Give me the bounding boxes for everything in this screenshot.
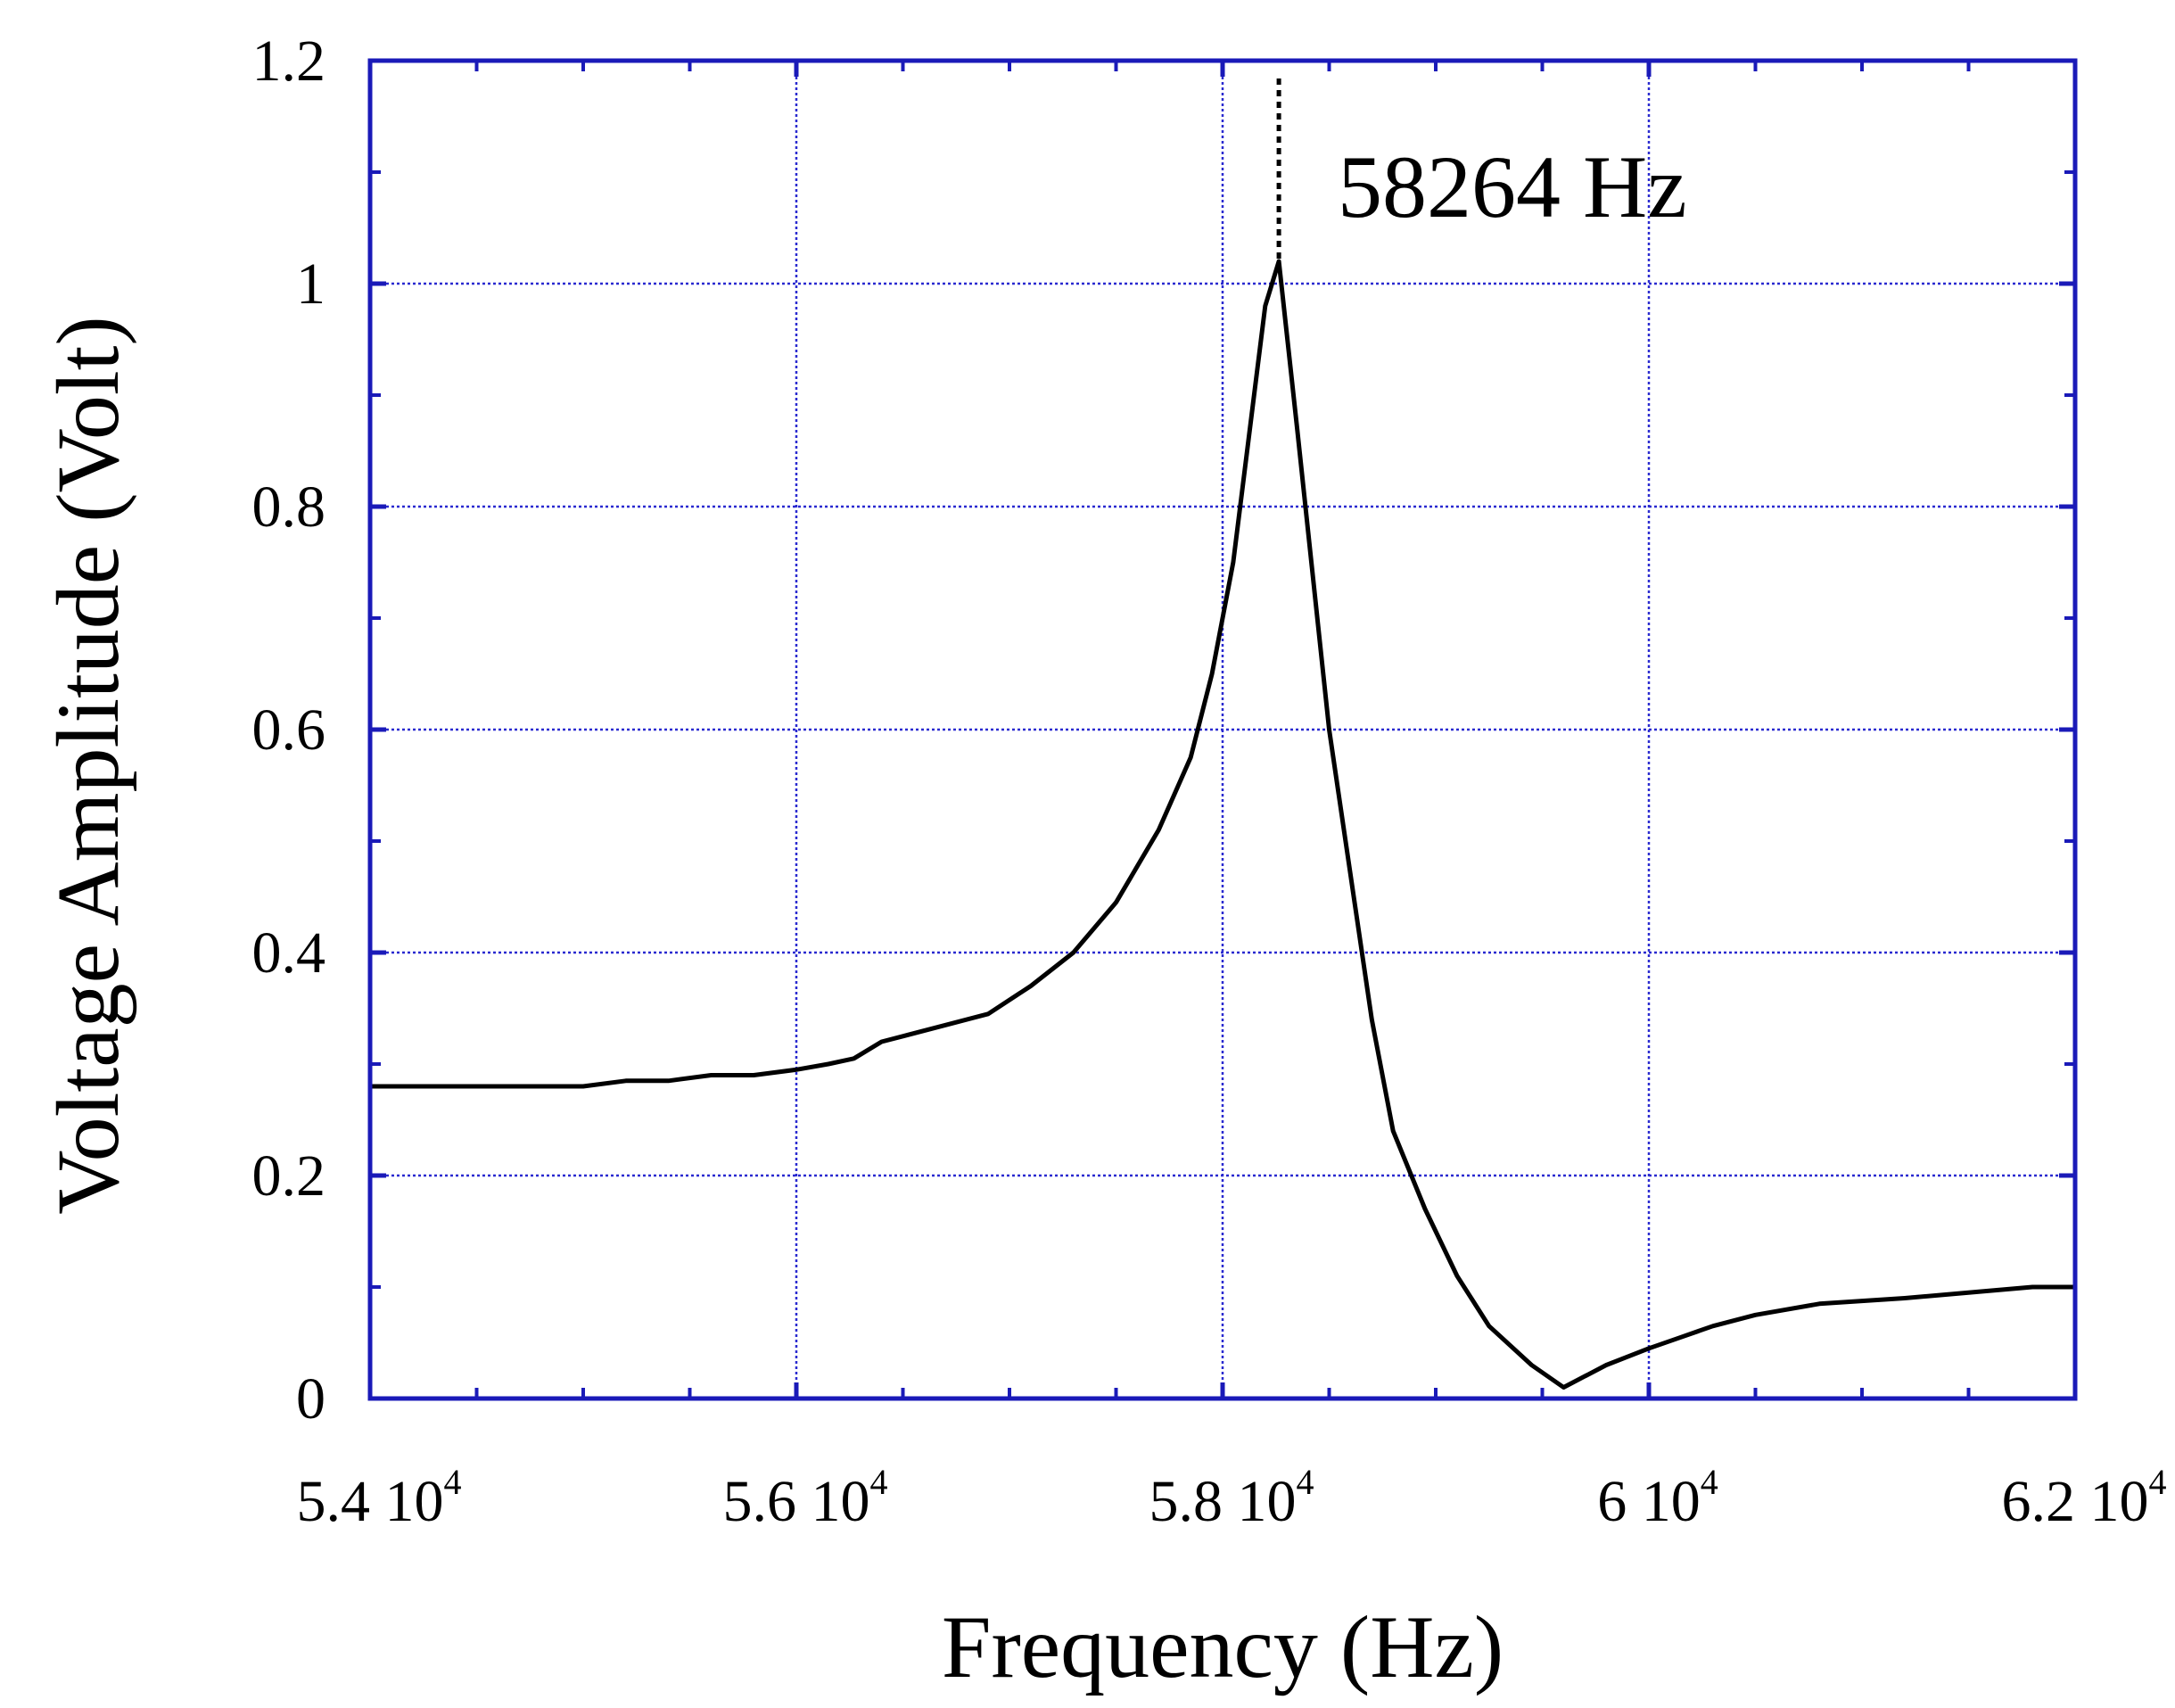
x-tick-labels: 5.4 104 5.6 104 5.8 104 6 104 6.2 104 xyxy=(297,1462,2167,1534)
y-tick-label: 0.8 xyxy=(252,474,326,540)
x-tick-exponent: 4 xyxy=(2149,1462,2167,1502)
x-tick-label: 5.6 104 xyxy=(723,1462,888,1534)
gridlines xyxy=(370,61,2075,1399)
x-axis-title: Frequency (Hz) xyxy=(942,1597,1504,1696)
x-tick-exponent: 4 xyxy=(1701,1462,1718,1502)
x-tick-mantissa: 5.8 10 xyxy=(1149,1469,1297,1534)
x-tick-label: 5.8 104 xyxy=(1149,1462,1314,1534)
series xyxy=(370,259,2075,1390)
y-tick-label: 0.4 xyxy=(252,920,326,986)
x-tick-exponent: 4 xyxy=(444,1462,462,1502)
y-tick-label: 1 xyxy=(296,252,325,317)
x-tick-mantissa: 6 10 xyxy=(1597,1469,1701,1534)
peak-annotation-label: 58264 Hz xyxy=(1338,137,1687,236)
y-axis-title: Voltage Amplitude (Volt) xyxy=(38,316,137,1214)
x-tick-exponent: 4 xyxy=(1297,1462,1314,1502)
x-tick-label: 6.2 104 xyxy=(2002,1462,2167,1534)
y-tick-label: 0.2 xyxy=(252,1143,326,1209)
x-tick-mantissa: 5.4 10 xyxy=(297,1469,444,1534)
y-tick-labels: 0 0.2 0.4 0.6 0.8 1 1.2 xyxy=(252,29,326,1432)
series-line xyxy=(370,259,2075,1390)
y-tick-label: 0.6 xyxy=(252,697,326,763)
x-tick-label: 5.4 104 xyxy=(297,1462,462,1534)
annotation-group: 58264 Hz xyxy=(1276,78,1687,261)
x-tick-mantissa: 5.6 10 xyxy=(723,1469,870,1534)
y-tick-label: 0 xyxy=(296,1366,325,1432)
x-tick-mantissa: 6.2 10 xyxy=(2002,1469,2149,1534)
x-tick-label: 6 104 xyxy=(1597,1462,1718,1534)
x-tick-exponent: 4 xyxy=(870,1462,888,1502)
y-tick-label: 1.2 xyxy=(252,29,326,94)
major-ticks xyxy=(367,58,2078,1401)
